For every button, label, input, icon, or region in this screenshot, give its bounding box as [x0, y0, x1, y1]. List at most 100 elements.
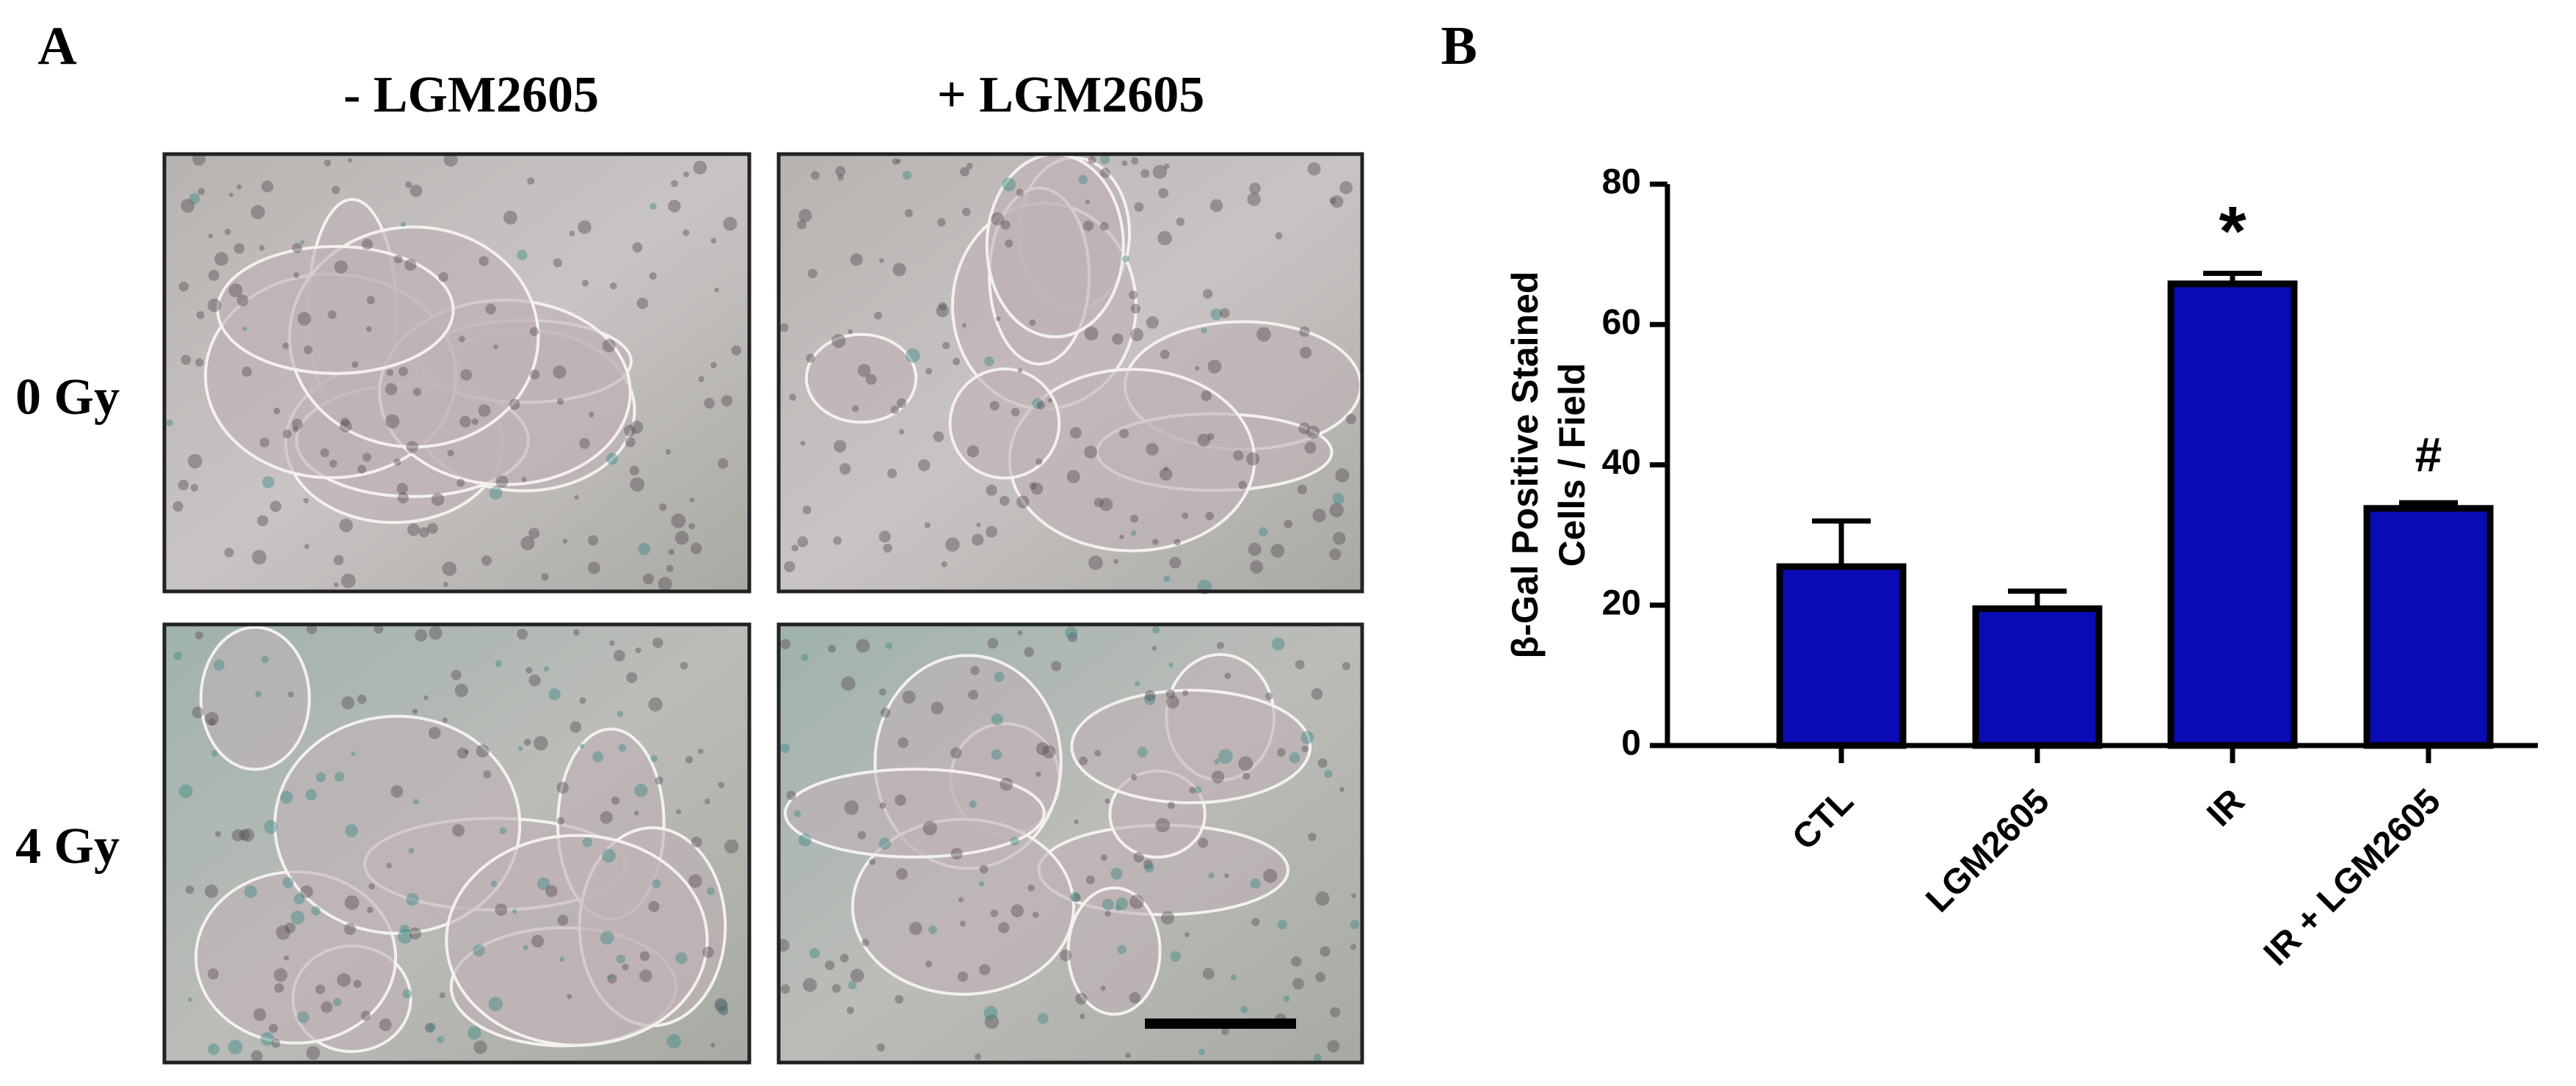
texture-dot [833, 440, 847, 453]
texture-dot [857, 831, 866, 839]
texture-dot [459, 335, 465, 343]
texture-dot [293, 272, 299, 278]
texture-dot [173, 652, 183, 660]
texture-dot [798, 208, 812, 222]
texture-dot [357, 464, 366, 474]
texture-dot [874, 311, 882, 320]
texture-dot [1163, 163, 1170, 170]
texture-dot [1249, 182, 1261, 194]
texture-dot [332, 997, 342, 1007]
texture-dot [406, 893, 419, 906]
y-axis-label: β-Gal Positive Stained [1505, 272, 1546, 659]
texture-dot [1071, 893, 1081, 903]
texture-dot [1169, 556, 1182, 569]
texture-dot [928, 925, 937, 934]
texture-dot [724, 839, 739, 854]
texture-dot [666, 564, 674, 572]
texture-dot [333, 555, 344, 566]
texture-dot [1029, 482, 1037, 489]
texture-dot [1292, 977, 1304, 990]
texture-dot [959, 167, 969, 177]
texture-dot [1201, 327, 1207, 334]
texture-dot [652, 879, 661, 889]
texture-dot [556, 781, 569, 794]
texture-dot [846, 1006, 854, 1015]
texture-dot [1137, 746, 1148, 758]
texture-dot [1230, 974, 1237, 980]
texture-dot [1207, 360, 1222, 373]
texture-dot [545, 885, 558, 897]
texture-dot [341, 696, 354, 710]
texture-dot [1251, 918, 1260, 927]
texture-dot [950, 747, 962, 759]
texture-dot [570, 721, 582, 733]
texture-dot [192, 706, 204, 718]
texture-dot [214, 659, 225, 671]
texture-dot [517, 249, 528, 260]
texture-dot [937, 218, 946, 227]
texture-dot [638, 542, 651, 555]
texture-dot [841, 676, 856, 691]
texture-dot [710, 362, 717, 368]
texture-dot [261, 181, 274, 193]
texture-dot [984, 1014, 1000, 1029]
texture-dot [258, 245, 265, 251]
texture-dot [499, 827, 507, 834]
texture-dot [986, 525, 997, 538]
texture-dot [489, 486, 503, 500]
texture-dot [975, 1053, 981, 1060]
texture-dot [284, 922, 296, 933]
texture-dot [366, 906, 374, 914]
texture-dot [456, 747, 468, 759]
texture-dot [1084, 445, 1098, 459]
texture-dot [648, 900, 660, 912]
texture-dot [244, 885, 258, 898]
texture-dot [950, 848, 963, 860]
x-tick-label: IR [2200, 781, 2252, 834]
texture-dot [1276, 748, 1286, 757]
texture-dot [933, 431, 945, 442]
texture-dot [1011, 407, 1020, 417]
texture-dot [1176, 217, 1185, 226]
texture-dot [668, 200, 681, 213]
texture-dot [1304, 442, 1317, 454]
texture-dot [1311, 688, 1323, 700]
texture-dot [178, 281, 189, 292]
texture-dot [1152, 626, 1160, 634]
texture-dot [1116, 897, 1129, 910]
texture-dot [801, 654, 809, 662]
texture-dot [1163, 466, 1168, 471]
texture-dot [1094, 498, 1104, 508]
texture-dot [473, 944, 485, 957]
texture-dot [1295, 660, 1305, 670]
texture-dot [528, 528, 540, 539]
texture-dot [1263, 869, 1278, 883]
texture-dot [1099, 154, 1110, 164]
cell-outline [199, 625, 311, 771]
texture-dot [429, 626, 443, 640]
texture-dot [710, 1042, 716, 1048]
texture-dot [557, 398, 564, 405]
texture-dot [1133, 852, 1144, 863]
texture-dot [723, 216, 738, 231]
texture-dot [1085, 875, 1096, 885]
texture-dot [983, 1005, 998, 1020]
texture-dot [1075, 992, 1088, 1005]
texture-dot [523, 944, 528, 950]
texture-dot [683, 171, 690, 178]
texture-dot [1270, 544, 1285, 558]
texture-dot [972, 533, 984, 546]
texture-dot [404, 258, 417, 272]
texture-dot [1130, 530, 1137, 536]
texture-dot [1250, 878, 1261, 889]
cell-outline [445, 834, 709, 1047]
texture-dot [553, 258, 563, 268]
texture-dot [652, 637, 663, 649]
texture-dot [698, 376, 705, 382]
texture-dot [283, 955, 289, 961]
texture-dot [832, 334, 846, 349]
texture-dot [601, 848, 616, 863]
texture-dot [343, 923, 356, 936]
texture-dot [668, 548, 675, 555]
texture-dot [857, 363, 871, 377]
